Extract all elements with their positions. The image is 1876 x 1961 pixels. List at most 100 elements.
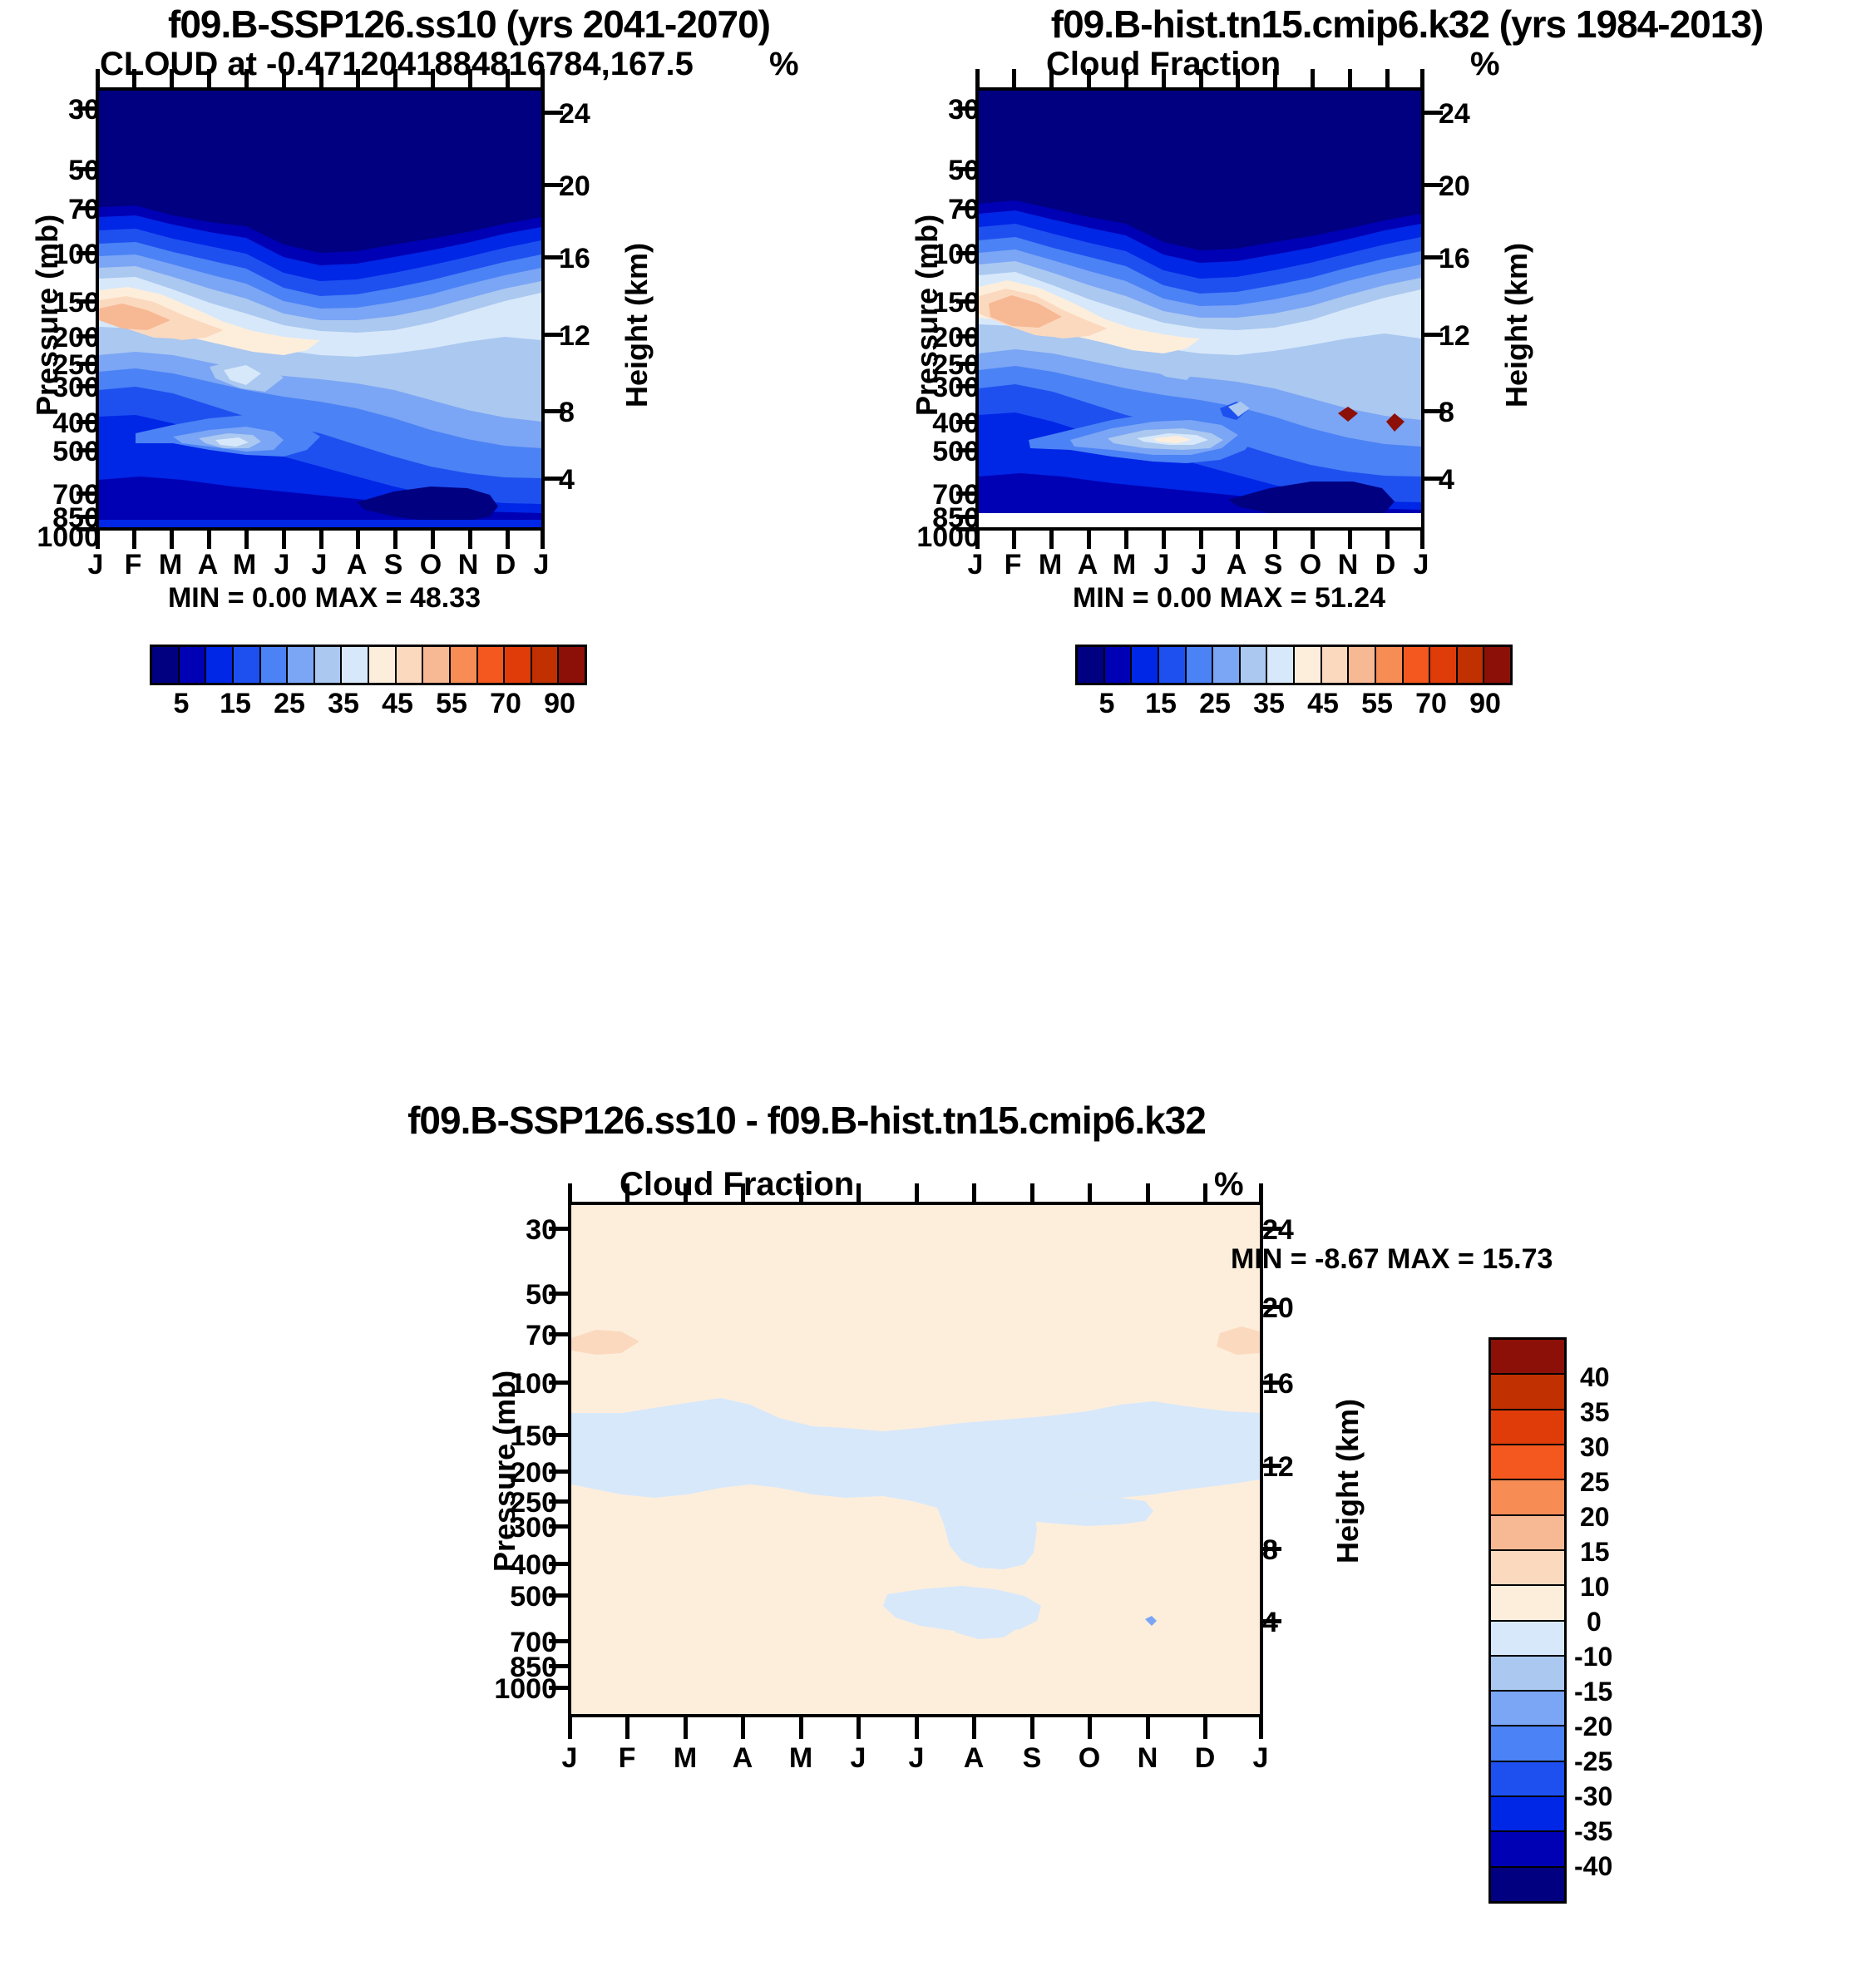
panel-ssp126-plot bbox=[96, 87, 545, 531]
colorbar-cell bbox=[1349, 647, 1376, 683]
pressure-axis-title: Pressure (mb) bbox=[30, 214, 64, 416]
colorbar-cell bbox=[1213, 647, 1241, 683]
colorbar-cell bbox=[369, 647, 397, 683]
month-label: A bbox=[1226, 549, 1247, 580]
colorbar-label: 30 bbox=[1580, 1432, 1610, 1462]
colorbar-label: -10 bbox=[1574, 1642, 1613, 1672]
month-label: J bbox=[561, 1742, 578, 1774]
month-label: A bbox=[1077, 549, 1098, 580]
month-label: M bbox=[1112, 549, 1137, 580]
colorbar-cell bbox=[1491, 1375, 1564, 1410]
height-tick-label: 20 bbox=[1439, 170, 1470, 202]
colorbar-label: -35 bbox=[1574, 1816, 1613, 1846]
colorbar-label: 90 bbox=[1469, 688, 1501, 719]
height-tick-label: 8 bbox=[1439, 397, 1454, 428]
month-label: O bbox=[419, 549, 442, 580]
colorbar-cell bbox=[1491, 1340, 1564, 1376]
colorbar-cell bbox=[531, 647, 560, 683]
height-axis-title: Height (km) bbox=[1330, 1399, 1365, 1563]
colorbar-ssp126 bbox=[150, 645, 587, 685]
colorbar-cell bbox=[1491, 1621, 1564, 1657]
height-tick-label: 8 bbox=[559, 397, 575, 428]
month-label: S bbox=[1022, 1742, 1042, 1774]
month-label: J bbox=[311, 549, 328, 580]
month-label: J bbox=[908, 1742, 925, 1774]
colorbar-label: 25 bbox=[1580, 1467, 1610, 1497]
panel-hist-units-label: % bbox=[1470, 46, 1500, 82]
colorbar-cell bbox=[288, 647, 315, 683]
colorbar-label: 0 bbox=[1587, 1607, 1602, 1637]
panel-ssp126-title: f09.B-SSP126.ss10 (yrs 2041-2070) bbox=[168, 2, 771, 46]
colorbar-hist bbox=[1075, 645, 1513, 685]
pressure-tick-label: 500 bbox=[510, 1581, 557, 1613]
pressure-tick-label: 1000 bbox=[916, 521, 980, 553]
month-label: S bbox=[383, 549, 403, 580]
colorbar-label: 25 bbox=[1199, 688, 1231, 719]
colorbar-cell bbox=[396, 647, 424, 683]
colorbar-label: 35 bbox=[1253, 688, 1285, 719]
height-tick-label: 12 bbox=[559, 320, 590, 352]
month-label: D bbox=[1194, 1742, 1216, 1774]
month-label: D bbox=[495, 549, 516, 580]
colorbar-cell bbox=[260, 647, 289, 683]
month-label: M bbox=[673, 1742, 698, 1774]
colorbar-cell bbox=[1403, 647, 1431, 683]
height-axis-title: Height (km) bbox=[620, 243, 654, 408]
colorbar-cell bbox=[1430, 647, 1458, 683]
colorbar-label: 25 bbox=[274, 688, 305, 719]
colorbar-cell bbox=[505, 647, 532, 683]
pressure-tick-label: 1000 bbox=[494, 1673, 557, 1705]
colorbar-label: 35 bbox=[328, 688, 359, 719]
colorbar-cell bbox=[314, 647, 343, 683]
month-label: F bbox=[124, 549, 142, 580]
colorbar-label: -40 bbox=[1574, 1851, 1613, 1881]
height-tick-label: 16 bbox=[1439, 243, 1470, 274]
contour-field-hist bbox=[979, 91, 1421, 527]
panel-diff-var-label: Cloud Fraction bbox=[620, 1166, 855, 1203]
panel-hist-minmax: MIN = 0.00 MAX = 51.24 bbox=[1072, 582, 1386, 614]
month-label: O bbox=[1299, 549, 1322, 580]
colorbar-cell bbox=[1104, 647, 1133, 683]
month-label: O bbox=[1078, 1742, 1101, 1774]
colorbar-label: 55 bbox=[1361, 688, 1393, 719]
month-label: J bbox=[87, 549, 104, 580]
pressure-axis-title: Pressure (mb) bbox=[487, 1370, 521, 1572]
colorbar-label: -25 bbox=[1574, 1746, 1613, 1776]
colorbar-cell bbox=[1132, 647, 1159, 683]
colorbar-cell bbox=[1491, 1726, 1564, 1762]
colorbar-cell bbox=[1491, 1761, 1564, 1798]
height-tick-label: 16 bbox=[559, 243, 590, 274]
panel-diff-title: f09.B-SSP126.ss10 - f09.B-hist.tn15.cmip… bbox=[407, 1099, 1207, 1142]
month-label: F bbox=[618, 1742, 636, 1774]
colorbar-label: 70 bbox=[490, 688, 521, 719]
height-tick-label: 4 bbox=[559, 464, 575, 496]
panel-ssp126: f09.B-SSP126.ss10 (yrs 2041-2070) CLOUD … bbox=[0, 0, 938, 1006]
colorbar-cell bbox=[1491, 1656, 1564, 1692]
colorbar-cell bbox=[1491, 1692, 1564, 1727]
month-label: S bbox=[1263, 549, 1283, 580]
colorbar-cell bbox=[179, 647, 207, 683]
colorbar-cell bbox=[1491, 1867, 1564, 1901]
colorbar-cell bbox=[1491, 1797, 1564, 1833]
colorbar-cell bbox=[1375, 647, 1404, 683]
colorbar-label: -30 bbox=[1574, 1781, 1613, 1811]
colorbar-label: -15 bbox=[1574, 1677, 1613, 1707]
colorbar-cell bbox=[1491, 1550, 1564, 1587]
month-label: M bbox=[232, 549, 257, 580]
colorbar-label: 5 bbox=[1098, 688, 1115, 719]
colorbar-cell bbox=[1457, 647, 1485, 683]
month-label: J bbox=[1252, 1742, 1269, 1774]
colorbar-cell bbox=[1321, 647, 1350, 683]
colorbar-cell bbox=[1491, 1480, 1564, 1516]
month-label: J bbox=[967, 549, 984, 580]
colorbar-cell bbox=[450, 647, 478, 683]
panel-diff: f09.B-SSP126.ss10 - f09.B-hist.tn15.cmip… bbox=[0, 1073, 1876, 1961]
month-label: A bbox=[963, 1742, 985, 1774]
pressure-tick-label: 1000 bbox=[37, 521, 100, 553]
colorbar-cell bbox=[423, 647, 451, 683]
panel-ssp126-minmax: MIN = 0.00 MAX = 48.33 bbox=[167, 582, 481, 614]
panel-diff-plot bbox=[568, 1202, 1263, 1717]
colorbar-label: 70 bbox=[1415, 688, 1447, 719]
colorbar-cell bbox=[1491, 1410, 1564, 1445]
height-tick-label: 20 bbox=[559, 170, 590, 202]
